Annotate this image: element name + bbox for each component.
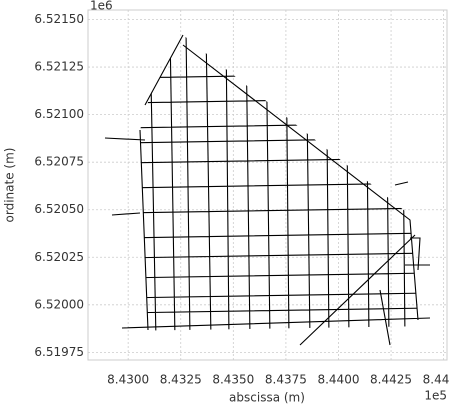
x-tick-label: 8.4350 <box>212 373 254 387</box>
plot-frame <box>87 9 448 361</box>
x-offset-label: 1e5 <box>424 389 447 403</box>
x-tick-label: 8.4400 <box>317 373 359 387</box>
y-tick-label: 6.52025 <box>34 250 84 264</box>
y-tick-label: 6.52075 <box>34 155 84 169</box>
y-tick-label: 6.52050 <box>34 202 84 216</box>
x-tick-label: 8.4325 <box>160 373 202 387</box>
y-offset-label: 1e6 <box>90 0 113 13</box>
y-tick-label: 6.51975 <box>34 345 84 359</box>
x-axis-label: abscissa (m) <box>229 391 305 405</box>
x-tick-label: 8.4300 <box>107 373 149 387</box>
y-tick-label: 6.52125 <box>34 60 84 74</box>
y-tick-label: 6.52000 <box>34 297 84 311</box>
x-tick-label: 8.4375 <box>265 373 307 387</box>
x-tick-label: 8.4450 <box>423 373 449 387</box>
x-tick-label: 8.4425 <box>370 373 412 387</box>
street-network <box>104 34 431 346</box>
y-axis-label: ordinate (m) <box>3 148 17 223</box>
y-tick-label: 6.52100 <box>34 107 84 121</box>
y-tick-label: 6.52150 <box>34 12 84 26</box>
